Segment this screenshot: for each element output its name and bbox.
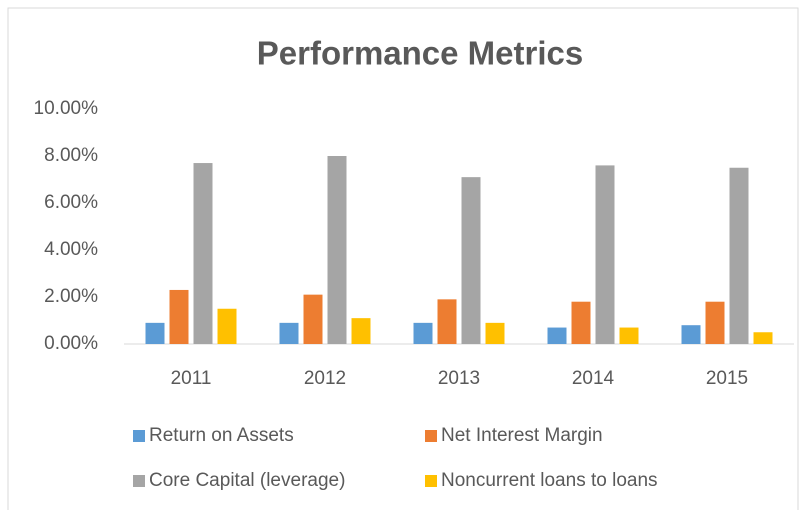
y-tick-label: 6.00% xyxy=(44,192,98,213)
bar xyxy=(217,308,237,344)
legend-label: Noncurrent loans to loans xyxy=(441,470,658,491)
legend-label: Return on Assets xyxy=(149,425,294,446)
y-tick-label: 2.00% xyxy=(44,286,98,307)
legend-label: Core Capital (leverage) xyxy=(149,470,345,491)
bar xyxy=(547,327,567,344)
x-tick-label: 2015 xyxy=(706,368,748,389)
y-tick-label: 8.00% xyxy=(44,145,98,166)
legend-swatch xyxy=(425,430,437,442)
bar xyxy=(681,325,701,344)
bar xyxy=(705,301,725,344)
x-tick-label: 2014 xyxy=(572,368,615,389)
y-tick-label: 10.00% xyxy=(34,98,99,119)
x-tick-label: 2012 xyxy=(304,368,346,389)
x-tick-label: 2011 xyxy=(171,368,212,389)
bar xyxy=(571,301,591,344)
bar xyxy=(437,299,457,344)
x-tick-label: 2013 xyxy=(438,368,480,389)
bar xyxy=(145,322,165,344)
bar xyxy=(413,322,433,344)
y-tick-label: 4.00% xyxy=(44,239,98,260)
bar xyxy=(619,327,639,344)
bar xyxy=(351,318,371,344)
bar xyxy=(279,322,299,344)
chart-frame xyxy=(7,7,799,510)
legend-label: Net Interest Margin xyxy=(441,425,603,446)
bar xyxy=(729,167,749,344)
bar xyxy=(461,177,481,344)
legend-swatch xyxy=(133,475,145,487)
bar xyxy=(327,156,347,344)
bar xyxy=(595,165,615,344)
bar xyxy=(485,322,505,344)
bar xyxy=(303,294,323,344)
legend-swatch xyxy=(425,475,437,487)
legend-swatch xyxy=(133,430,145,442)
y-tick-label: 0.00% xyxy=(44,333,98,354)
bar xyxy=(193,163,213,344)
bar xyxy=(753,332,773,344)
chart-title: Performance Metrics xyxy=(257,35,583,72)
bar xyxy=(169,289,189,344)
